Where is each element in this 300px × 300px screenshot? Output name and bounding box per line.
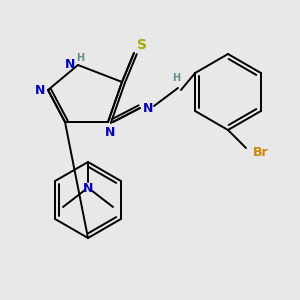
Text: S: S [137, 38, 147, 52]
Text: N: N [143, 101, 153, 115]
Text: N: N [65, 58, 75, 71]
Text: Br: Br [253, 146, 269, 160]
Text: N: N [105, 125, 115, 139]
Text: N: N [83, 182, 93, 194]
Text: N: N [35, 83, 45, 97]
Text: H: H [172, 73, 180, 83]
Text: H: H [76, 53, 84, 63]
